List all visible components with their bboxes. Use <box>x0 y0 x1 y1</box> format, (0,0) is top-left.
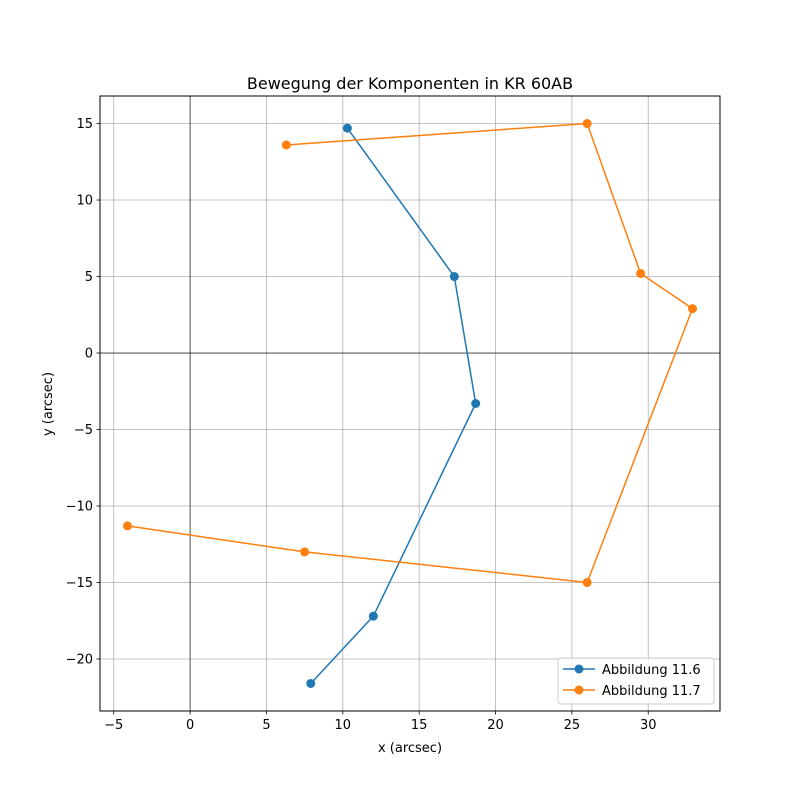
plot-frame <box>99 95 721 712</box>
x-tick-label: −5 <box>104 718 123 733</box>
x-tick-label: 15 <box>411 718 428 733</box>
series-group <box>122 119 698 688</box>
x-tick-label: 5 <box>262 718 270 733</box>
x-tick-label: 10 <box>335 718 352 733</box>
series-1-point <box>449 272 459 282</box>
x-tick-label: 0 <box>186 718 194 733</box>
zero-lines <box>100 96 720 711</box>
series-2-point <box>582 119 592 129</box>
legend-marker-series-2 <box>574 685 584 695</box>
plot-background <box>100 96 720 711</box>
y-tick-label: −20 <box>66 652 93 667</box>
legend-label-series-2: Abbildung 11.7 <box>602 684 701 699</box>
series-2-point <box>122 521 132 531</box>
ticks: −5 0 5 10 15 20 25 30 −20 −15 −10 −5 0 5 10 15 <box>66 117 657 733</box>
legend: Abbildung 11.6 Abbildung 11.7 <box>557 657 715 705</box>
x-tick-label: 20 <box>487 718 504 733</box>
y-tick-label: −10 <box>66 500 93 515</box>
y-tick-label: 15 <box>76 117 93 132</box>
legend-marker-series-1 <box>574 664 584 674</box>
x-tick-label: 30 <box>640 718 657 733</box>
series-2-point <box>582 577 592 587</box>
y-tick-label: 10 <box>76 194 93 209</box>
legend-box <box>557 657 715 705</box>
series-1-point <box>342 123 352 133</box>
series-1 <box>306 123 481 688</box>
chart-title: Bewegung der Komponenten in KR 60AB <box>247 74 573 93</box>
y-tick-label: −5 <box>74 423 93 438</box>
x-axis-label: x (arcsec) <box>378 741 442 756</box>
y-axis-label: y (arcsec) <box>41 372 56 436</box>
series-2-point <box>688 304 698 314</box>
series-1-point <box>368 611 378 621</box>
y-tick-label: 5 <box>85 270 93 285</box>
series-1-point <box>306 678 316 688</box>
series-2-point <box>636 268 646 278</box>
series-2-point <box>281 140 291 150</box>
series-2-point <box>300 547 310 557</box>
y-tick-label: 0 <box>85 347 93 362</box>
series-2 <box>122 119 698 587</box>
legend-label-series-1: Abbildung 11.6 <box>602 663 701 678</box>
x-tick-label: 25 <box>564 718 581 733</box>
series-1-point <box>471 399 481 408</box>
y-tick-label: −15 <box>66 576 93 591</box>
